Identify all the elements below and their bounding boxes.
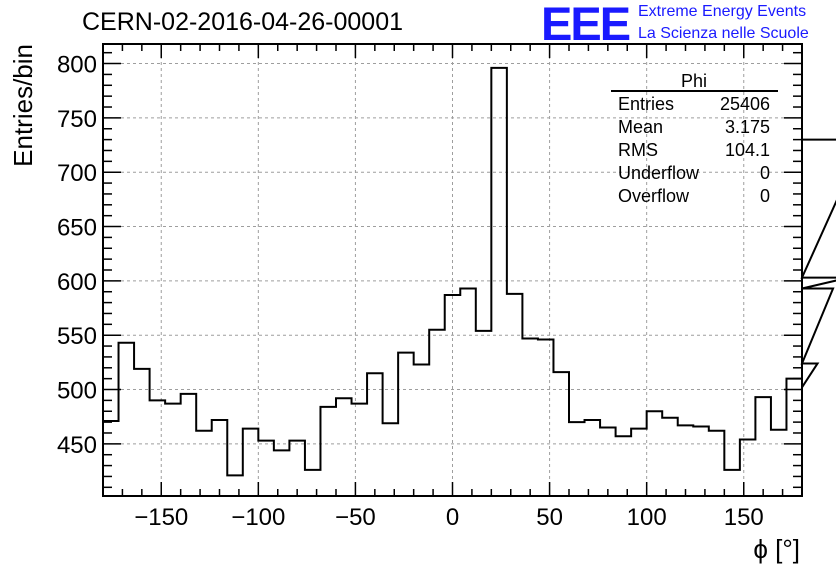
histogram-bin (491, 68, 507, 496)
histogram-bin (414, 365, 430, 496)
stats-row-label: Mean (618, 117, 663, 137)
histogram-bin (119, 343, 135, 496)
chart-title: CERN-02-2016-04-26-00001 (82, 8, 404, 36)
histogram-bin (693, 426, 709, 496)
y-tick-label: 800 (57, 52, 97, 79)
histogram-bin (429, 330, 445, 496)
histogram-bin (212, 420, 228, 496)
y-tick-label: 650 (57, 215, 97, 242)
histogram-bin (585, 420, 601, 496)
x-tick-label: −100 (231, 504, 285, 531)
histogram-outline (103, 66, 836, 477)
x-axis-label: ϕ [°] (753, 534, 800, 564)
histogram-bin (507, 294, 523, 496)
histogram-bin (243, 429, 259, 496)
y-tick-label: 450 (57, 432, 97, 459)
y-tick-label: 550 (57, 323, 97, 350)
histogram-bin (631, 429, 647, 496)
x-tick-label: 0 (446, 504, 459, 531)
stats-box-title: Phi (681, 71, 707, 91)
histogram-bin (740, 440, 756, 497)
histogram-bin (522, 338, 538, 496)
stats-row-value: 0 (760, 186, 770, 206)
stats-row-value: 104.1 (725, 140, 770, 160)
histogram-bin (709, 431, 725, 496)
x-tick-labels: −150 −100 −50 0 50 100 150 (134, 504, 764, 531)
histogram-bin (460, 288, 476, 496)
y-tick-label: 750 (57, 106, 97, 133)
histogram-bin (445, 295, 461, 496)
stats-row-label: RMS (618, 140, 658, 160)
histogram-bin (662, 418, 678, 496)
y-tick-label: 700 (57, 160, 97, 187)
stats-row-label: Entries (618, 94, 674, 114)
x-tick-label: 150 (724, 504, 764, 531)
histogram-bin (274, 450, 290, 496)
histogram-bin (786, 379, 802, 496)
histogram-bin (771, 430, 787, 496)
stats-row-value: 0 (760, 163, 770, 183)
histogram-bin (678, 425, 694, 496)
histogram-bin (196, 431, 212, 496)
histogram-bin (320, 407, 336, 496)
histogram-bin (383, 423, 399, 496)
x-tick-label: 100 (627, 504, 667, 531)
histogram-bin (181, 394, 197, 496)
histogram-bin (647, 411, 663, 496)
histogram-bin (305, 470, 321, 496)
histogram-bin (398, 353, 414, 496)
histogram-bin (352, 404, 368, 496)
stats-row-value: 25406 (720, 94, 770, 114)
histogram-bin (289, 441, 305, 496)
histogram-bin (569, 422, 585, 496)
histogram-bin (258, 441, 274, 496)
histogram-bin (227, 475, 243, 496)
histogram-bin (755, 397, 771, 496)
x-tick-label: −150 (134, 504, 188, 531)
histogram-bin (616, 436, 632, 496)
y-tick-label: 500 (57, 378, 97, 405)
histogram-bin (476, 331, 492, 496)
axis-ticks (102, 44, 803, 496)
histogram-bin (367, 373, 383, 496)
stats-row-label: Overflow (618, 186, 690, 206)
histogram-bin (336, 398, 352, 496)
histogram-bin (134, 369, 150, 496)
grid-lines (103, 44, 802, 496)
logo-caption-line-2: La Scienza nelle Scuole (638, 25, 809, 42)
y-tick-labels: 450 500 550 600 650 700 750 800 (57, 52, 97, 459)
stats-row-label: Underflow (618, 163, 700, 183)
histogram-bin (553, 372, 569, 496)
x-tick-label: −50 (335, 504, 376, 531)
eee-logo: EEE (541, 0, 631, 50)
logo-caption-line-1: Extreme Energy Events (638, 3, 807, 20)
stats-row-value: 3.175 (725, 117, 770, 137)
stats-box: Phi Entries 25406 Mean 3.175 RMS 104.1 Underfl… (611, 71, 778, 206)
histogram-bin (150, 400, 166, 496)
histogram-bin (165, 404, 181, 496)
x-tick-label: 50 (536, 504, 563, 531)
histogram-bin (538, 340, 554, 496)
histogram-bin (724, 470, 740, 496)
y-axis-label: Entries/bin (8, 44, 38, 167)
histogram-bin (600, 428, 616, 496)
y-tick-label: 600 (57, 269, 97, 296)
